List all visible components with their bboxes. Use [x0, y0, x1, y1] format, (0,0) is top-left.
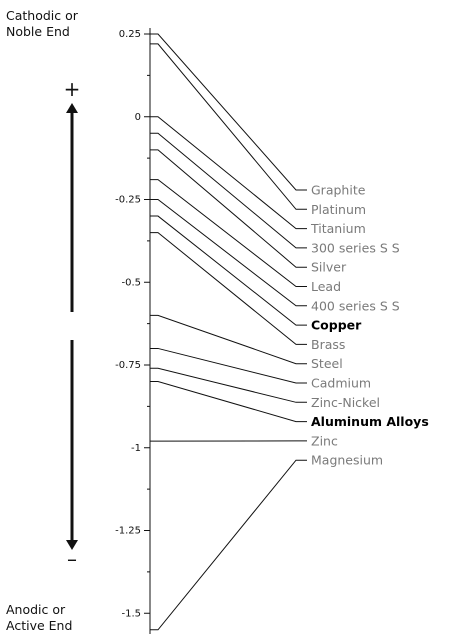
tick-label: -1: [131, 443, 141, 454]
metal-label: Zinc: [311, 433, 338, 448]
metal-lines: [150, 33, 307, 631]
plus-symbol: +: [64, 77, 81, 101]
metal-connector-line: [150, 33, 307, 191]
metal-connector-line: [150, 199, 307, 307]
tick-label: -1.25: [115, 526, 141, 537]
metal-connector-line: [150, 43, 307, 210]
metal-connector-line: [150, 215, 307, 326]
metal-connector-line: [150, 149, 307, 268]
cathodic-label-line2: Noble End: [6, 24, 70, 39]
tick-label: 0: [135, 112, 141, 123]
axis-ticks: 0.25 0 -0.25 -0.5 -0.75 -1 -1.25 -1.5: [115, 29, 150, 619]
metal-label: Aluminum Alloys: [311, 414, 429, 429]
metal-label: 400 series S S: [311, 298, 400, 313]
metal-label: 300 series S S: [311, 240, 400, 255]
metal-label: Cadmium: [311, 376, 371, 391]
metal-label: Brass: [311, 337, 345, 352]
cathodic-end-label: Cathodic or Noble End: [6, 8, 78, 40]
minus-symbol: –: [67, 547, 77, 571]
metal-label: Titanium: [310, 221, 366, 236]
metal-label: Graphite: [311, 183, 366, 198]
anodic-end-label: Anodic or Active End: [6, 602, 72, 634]
metal-connector-line: [150, 132, 307, 249]
metal-label: Magnesium: [311, 453, 383, 468]
metal-label: Zinc-Nickel: [311, 395, 380, 410]
metal-connector-line: [150, 179, 307, 287]
metal-label: Lead: [311, 279, 341, 294]
metal-label: Platinum: [311, 202, 366, 217]
tick-label: -0.25: [115, 195, 141, 206]
anodic-label-line2: Active End: [6, 618, 73, 633]
metal-label: Silver: [311, 260, 347, 275]
tick-label: 0.25: [119, 29, 141, 40]
metal-connector-line: [150, 314, 307, 365]
metal-connector-line: [150, 232, 307, 345]
tick-label: -0.75: [115, 360, 141, 371]
tick-label: -1.5: [121, 608, 141, 619]
metal-connector-line: [150, 116, 307, 230]
metal-connector-line: [150, 367, 307, 403]
metal-label: Copper: [311, 318, 362, 333]
metal-connector-line: [150, 347, 307, 384]
metal-label: Steel: [311, 356, 343, 371]
metal-labels: Graphite Platinum Titanium 300 series S S Si…: [310, 183, 429, 468]
metal-connector-line: [150, 459, 307, 631]
cathodic-label-line1: Cathodic or: [6, 8, 78, 23]
metal-connector-line: [150, 381, 307, 423]
tick-label: -0.5: [121, 277, 141, 288]
anodic-label-line1: Anodic or: [6, 602, 66, 617]
